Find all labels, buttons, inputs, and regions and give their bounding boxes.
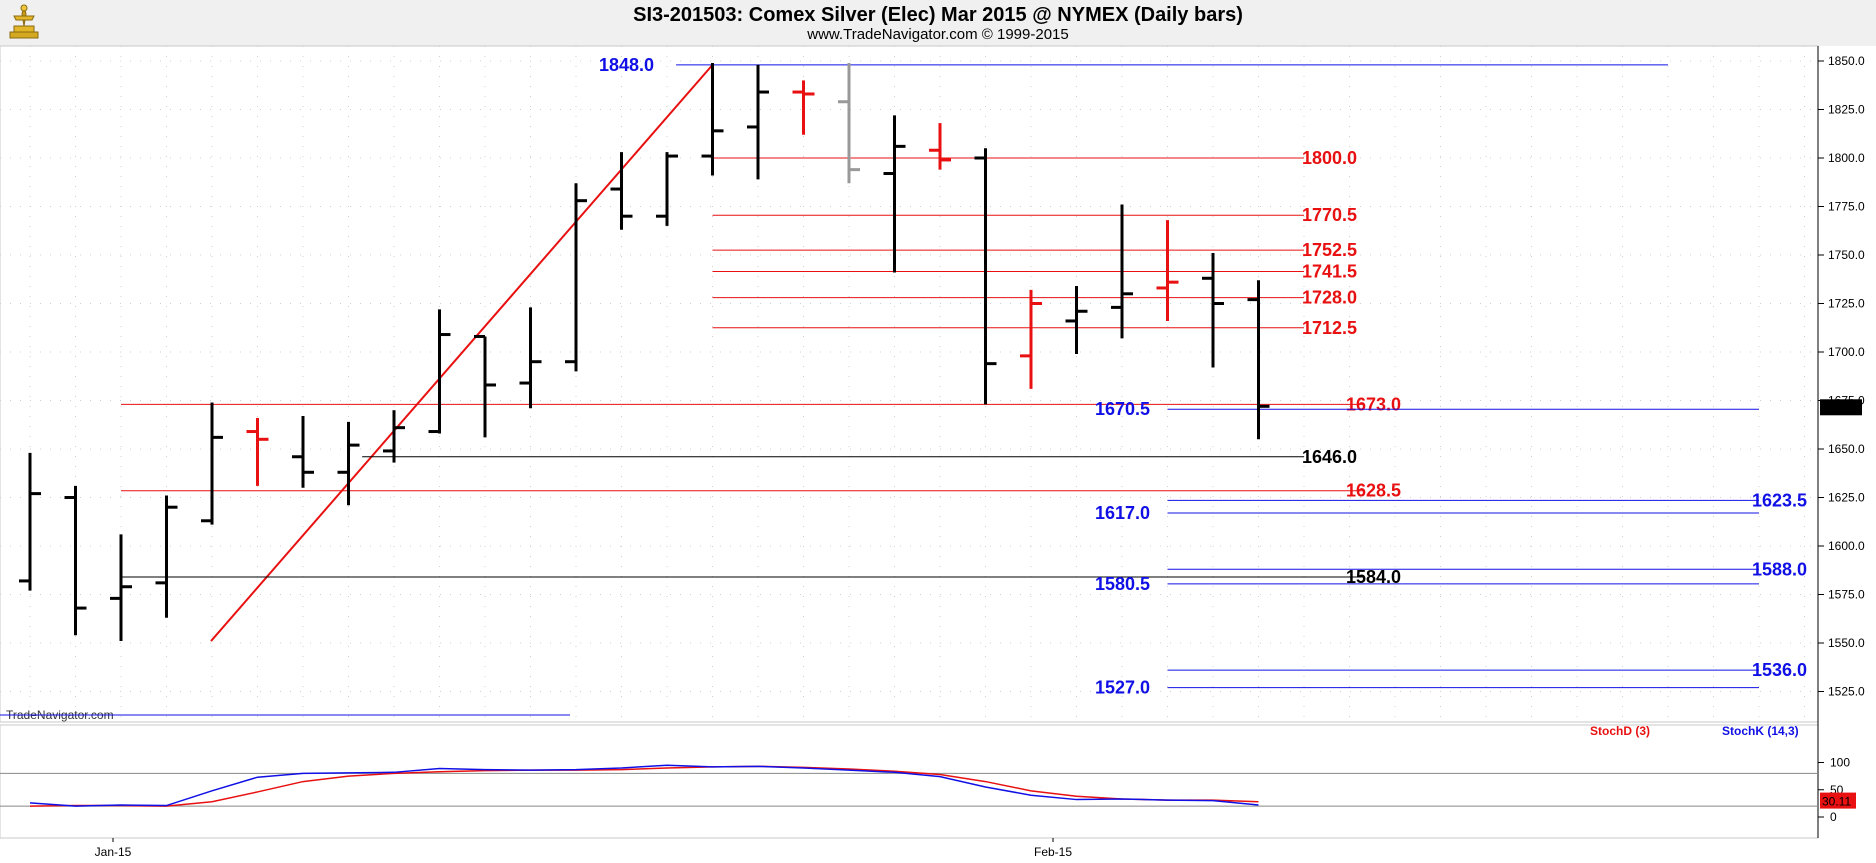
y-tick-label: 1575.0 bbox=[1828, 588, 1865, 602]
stoch-last-value-tag bbox=[1820, 792, 1856, 809]
x-tick-label: Jan-15 bbox=[95, 845, 132, 859]
trade-navigator-logo-icon bbox=[9, 4, 39, 39]
chart-title: SI3-201503: Comex Silver (Elec) Mar 2015… bbox=[633, 4, 1243, 26]
chart-header: SI3-201503: Comex Silver (Elec) Mar 2015… bbox=[0, 0, 1876, 46]
level-label: 1752.5 bbox=[1302, 240, 1357, 260]
level-label: 1848.0 bbox=[599, 55, 654, 75]
level-label: 1670.5 bbox=[1095, 399, 1150, 419]
last-price-label: 1671.5 bbox=[1822, 401, 1859, 415]
level-label: 1588.0 bbox=[1752, 559, 1807, 579]
level-label: 1628.5 bbox=[1346, 481, 1401, 501]
y-tick-label: 1700.0 bbox=[1828, 345, 1865, 359]
y-tick-label: 1550.0 bbox=[1828, 636, 1865, 650]
chart-subtitle: www.TradeNavigator.com © 1999-2015 bbox=[807, 26, 1069, 43]
stochastic-panel bbox=[0, 724, 1819, 839]
level-label: 1728.0 bbox=[1302, 288, 1357, 308]
stoch-series-line bbox=[29, 765, 1259, 807]
level-label: 1623.5 bbox=[1752, 490, 1807, 510]
y-tick-label: 1800.0 bbox=[1828, 151, 1865, 165]
y-tick-label: 1825.0 bbox=[1828, 103, 1865, 117]
x-tick-label: Feb-15 bbox=[1034, 845, 1072, 859]
last-price-tag bbox=[1820, 399, 1862, 416]
level-label: 1770.5 bbox=[1302, 205, 1357, 225]
y-tick-label: 1650.0 bbox=[1828, 442, 1865, 456]
level-label: 1800.0 bbox=[1302, 148, 1357, 168]
level-label: 1712.5 bbox=[1302, 318, 1357, 338]
y-tick-label: 1725.0 bbox=[1828, 297, 1865, 311]
price-panel bbox=[0, 45, 1819, 723]
y-tick-label: 1600.0 bbox=[1828, 539, 1865, 553]
level-label: 1673.0 bbox=[1346, 394, 1401, 414]
y-tick-label: 1525.0 bbox=[1828, 685, 1865, 699]
stoch-last-value-label: 30.11 bbox=[1822, 795, 1851, 809]
y-tick-label: 1775.0 bbox=[1828, 200, 1865, 214]
level-label: 1646.0 bbox=[1302, 447, 1357, 467]
stoch-y-tick-label: 0 bbox=[1830, 810, 1837, 824]
level-label: 1741.5 bbox=[1302, 261, 1357, 281]
level-label: 1617.0 bbox=[1095, 503, 1150, 523]
y-tick-label: 1625.0 bbox=[1828, 491, 1865, 505]
stoch-y-tick-label: 100 bbox=[1830, 756, 1850, 770]
level-label: 1584.0 bbox=[1346, 567, 1401, 587]
y-tick-label: 1750.0 bbox=[1828, 248, 1865, 262]
legend-stochd: StochD (3) bbox=[1590, 724, 1650, 738]
y-tick-label: 1850.0 bbox=[1828, 54, 1865, 68]
trendline bbox=[210, 64, 714, 642]
level-label: 1580.5 bbox=[1095, 574, 1150, 594]
legend-stochk: StochK (14,3) bbox=[1722, 724, 1799, 738]
stoch-series-line bbox=[29, 764, 1259, 807]
level-label: 1536.0 bbox=[1752, 660, 1807, 680]
level-label: 1527.0 bbox=[1095, 678, 1150, 698]
